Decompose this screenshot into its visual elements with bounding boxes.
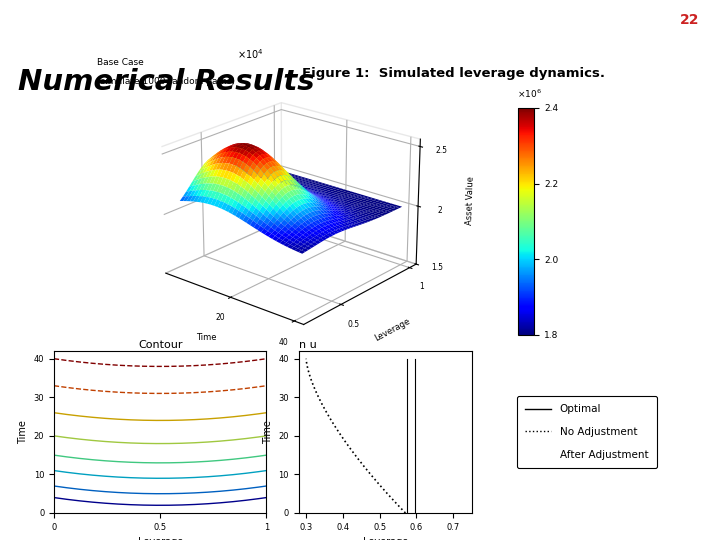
X-axis label: Leverage: Leverage [138, 537, 183, 540]
Text: Numerical Results: Numerical Results [18, 68, 315, 96]
Text: Base Case: Base Case [97, 58, 144, 66]
Text: n u: n u [299, 340, 317, 350]
Text: 22: 22 [680, 13, 700, 27]
Y-axis label: Leverage: Leverage [373, 317, 412, 343]
Title: Contour: Contour [138, 340, 182, 350]
Y-axis label: Time: Time [18, 420, 28, 444]
Y-axis label: Time: Time [263, 420, 273, 444]
X-axis label: Leverage: Leverage [363, 537, 408, 540]
X-axis label: Time: Time [196, 333, 217, 342]
Text: Figure 1:  Simulated leverage dynamics.: Figure 1: Simulated leverage dynamics. [302, 68, 606, 80]
Text: $\times 10^{6}$: $\times 10^{6}$ [517, 88, 541, 100]
Legend: Optimal, No Adjustment, After Adjustment: Optimal, No Adjustment, After Adjustment [517, 396, 657, 468]
Text: $\times 10^{4}$: $\times 10^{4}$ [238, 47, 264, 61]
Text: (simulate 1000 random paths): (simulate 1000 random paths) [97, 77, 235, 86]
